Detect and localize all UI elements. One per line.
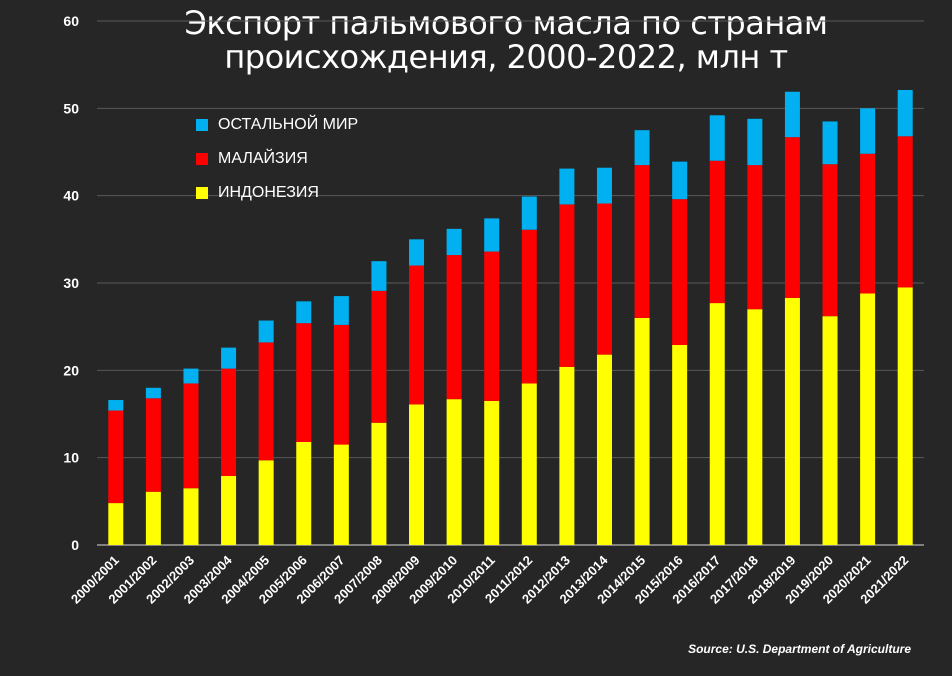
legend-swatch-indonesia bbox=[196, 187, 208, 199]
legend-swatch-malaysia bbox=[196, 153, 208, 165]
bar-segment bbox=[709, 303, 725, 545]
bar-segment bbox=[897, 136, 913, 288]
bar-segment bbox=[221, 347, 237, 369]
bar-segment bbox=[860, 153, 876, 294]
bar-segment bbox=[409, 239, 425, 266]
bar-segment bbox=[258, 460, 274, 545]
bar-segment bbox=[409, 404, 425, 545]
bar-segment bbox=[145, 491, 161, 545]
bar-segment bbox=[108, 503, 124, 545]
bar-segment bbox=[521, 196, 537, 230]
bar-segment bbox=[784, 91, 800, 138]
bar-segment bbox=[672, 345, 688, 545]
bar-segment bbox=[446, 255, 462, 400]
bar-segment bbox=[860, 108, 876, 154]
y-tick-label: 40 bbox=[63, 188, 79, 204]
y-tick-label: 50 bbox=[63, 100, 79, 116]
bar-segment bbox=[484, 251, 500, 401]
bar-segment bbox=[145, 398, 161, 492]
bar-segment bbox=[634, 317, 650, 545]
bar-segment bbox=[521, 383, 537, 545]
bar-segment bbox=[333, 444, 349, 545]
legend-item-indonesia: ИНДОНЕЗИЯ bbox=[196, 176, 358, 210]
y-tick-label: 20 bbox=[63, 362, 79, 378]
bar-segment bbox=[784, 137, 800, 298]
bar-segment bbox=[559, 168, 575, 205]
legend-label-indonesia: ИНДОНЕЗИЯ bbox=[218, 184, 319, 201]
bar-segment bbox=[484, 218, 500, 252]
bar-segment bbox=[897, 89, 913, 137]
bar-segment bbox=[484, 400, 500, 545]
bar-segment bbox=[409, 265, 425, 405]
y-tick-label: 30 bbox=[63, 275, 79, 291]
bar-segment bbox=[596, 167, 612, 204]
chart-title: Экспорт пальмового масла по странам прои… bbox=[100, 6, 912, 74]
chart-title-line-2: происхождения, 2000-2022, млн т bbox=[224, 38, 788, 76]
bar-segment bbox=[296, 323, 312, 442]
bar-segment bbox=[559, 204, 575, 367]
bar-segment bbox=[747, 309, 763, 545]
bar-segment bbox=[521, 229, 537, 384]
y-tick-label: 10 bbox=[63, 450, 79, 466]
bar-segment bbox=[371, 261, 387, 291]
bar-segment bbox=[596, 203, 612, 355]
bar-segment bbox=[183, 488, 199, 545]
bar-segment bbox=[108, 400, 124, 411]
legend: ОСТАЛЬНОЙ МИР МАЛАЙЗИЯ ИНДОНЕЗИЯ bbox=[196, 108, 358, 210]
bar-segment bbox=[822, 121, 838, 165]
bar-segment bbox=[296, 441, 312, 545]
bar-segment bbox=[822, 316, 838, 545]
bar-segment bbox=[221, 476, 237, 545]
bar-segment bbox=[559, 366, 575, 545]
bar-segment bbox=[221, 368, 237, 477]
bar-segment bbox=[709, 115, 725, 161]
legend-item-malaysia: МАЛАЙЗИЯ bbox=[196, 142, 358, 176]
bar-segment bbox=[709, 160, 725, 304]
bar-segment bbox=[183, 368, 199, 384]
bar-segment bbox=[371, 422, 387, 545]
legend-item-rest-of-world: ОСТАЛЬНОЙ МИР bbox=[196, 108, 358, 142]
bar-segment bbox=[672, 161, 688, 200]
chart-title-line-1: Экспорт пальмового масла по странам bbox=[184, 4, 828, 42]
bar-segment bbox=[333, 296, 349, 325]
bar-segment bbox=[258, 342, 274, 461]
bar-segment bbox=[596, 354, 612, 545]
bar-segment bbox=[822, 164, 838, 317]
bar-segment bbox=[446, 228, 462, 256]
legend-label-malaysia: МАЛАЙЗИЯ bbox=[218, 150, 308, 167]
y-tick-label: 60 bbox=[63, 13, 79, 29]
legend-label-rest-of-world: ОСТАЛЬНОЙ МИР bbox=[218, 116, 359, 133]
legend-swatch-rest-of-world bbox=[196, 119, 208, 131]
bar-segment bbox=[371, 290, 387, 423]
bar-segment bbox=[897, 287, 913, 545]
y-tick-label: 0 bbox=[71, 537, 79, 553]
bar-segment bbox=[784, 297, 800, 545]
bar-segment bbox=[747, 118, 763, 166]
bar-segment bbox=[747, 165, 763, 310]
bar-segment bbox=[183, 383, 199, 489]
bar-segment bbox=[145, 387, 161, 399]
bar-segment bbox=[296, 301, 312, 324]
bar-segment bbox=[333, 324, 349, 445]
bar-segment bbox=[860, 293, 876, 545]
bar-segment bbox=[108, 410, 124, 504]
source-note: Source: U.S. Department of Agriculture bbox=[688, 642, 911, 656]
bar-segment bbox=[634, 130, 650, 166]
bar-segment bbox=[258, 320, 274, 343]
bar-segment bbox=[446, 399, 462, 545]
bar-segment bbox=[634, 165, 650, 318]
bar-segment bbox=[672, 199, 688, 346]
